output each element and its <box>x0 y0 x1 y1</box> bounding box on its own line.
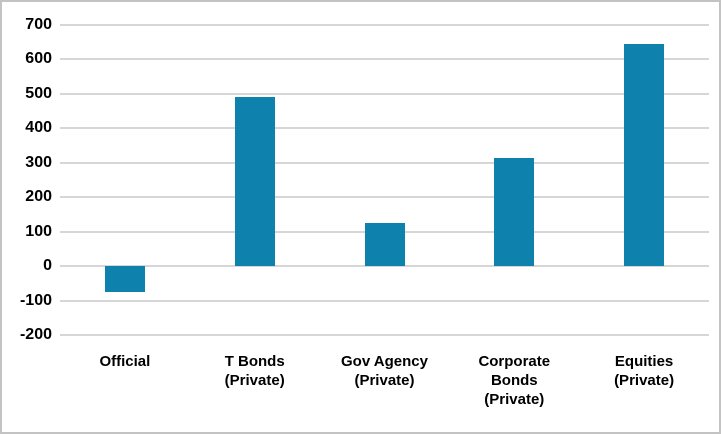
bar-t-bonds <box>234 97 275 267</box>
gridline <box>60 161 709 164</box>
gridline <box>60 92 709 95</box>
category-label: Gov Agency (Private) <box>341 353 428 389</box>
y-tick-label: 300 <box>25 153 52 171</box>
bar-equities <box>624 43 665 267</box>
gridline <box>60 127 709 130</box>
gridline <box>60 265 709 268</box>
y-tick-label: 700 <box>25 16 52 33</box>
gridline <box>60 334 709 336</box>
y-tick-label: -100 <box>19 291 52 309</box>
category-label: T Bonds (Private) <box>224 353 285 389</box>
y-tick-label: 400 <box>25 119 52 137</box>
category-label: Corporate Bonds (Private) <box>478 353 551 408</box>
gridline <box>60 299 709 302</box>
category-label: Official <box>99 353 151 370</box>
gridline <box>60 24 709 26</box>
y-axis: 700 600 500 400 300 200 100 0 -100 -200 <box>2 2 60 432</box>
bar-gov-agency <box>364 223 405 267</box>
y-tick-label: -200 <box>19 326 52 343</box>
bar-official <box>104 266 145 292</box>
plot-area: Official T Bonds (Private) Gov Agency (Pri… <box>60 2 709 432</box>
y-tick-label: 0 <box>43 257 52 275</box>
bar-corporate <box>494 157 535 267</box>
category-label: Equities (Private) <box>614 353 675 389</box>
y-tick-label: 500 <box>25 84 52 102</box>
gridline <box>60 196 709 199</box>
y-tick-label: 100 <box>25 222 52 240</box>
y-tick-label: 600 <box>25 50 52 68</box>
gridline <box>60 58 709 61</box>
y-tick-label: 200 <box>25 188 52 206</box>
